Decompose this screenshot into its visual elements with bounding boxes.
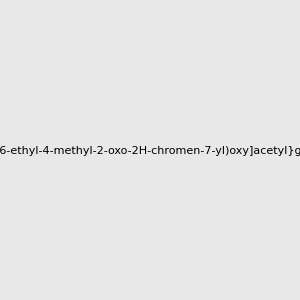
Text: N-{[(6-ethyl-4-methyl-2-oxo-2H-chromen-7-yl)oxy]acetyl}glycine: N-{[(6-ethyl-4-methyl-2-oxo-2H-chromen-7… [0, 146, 300, 157]
